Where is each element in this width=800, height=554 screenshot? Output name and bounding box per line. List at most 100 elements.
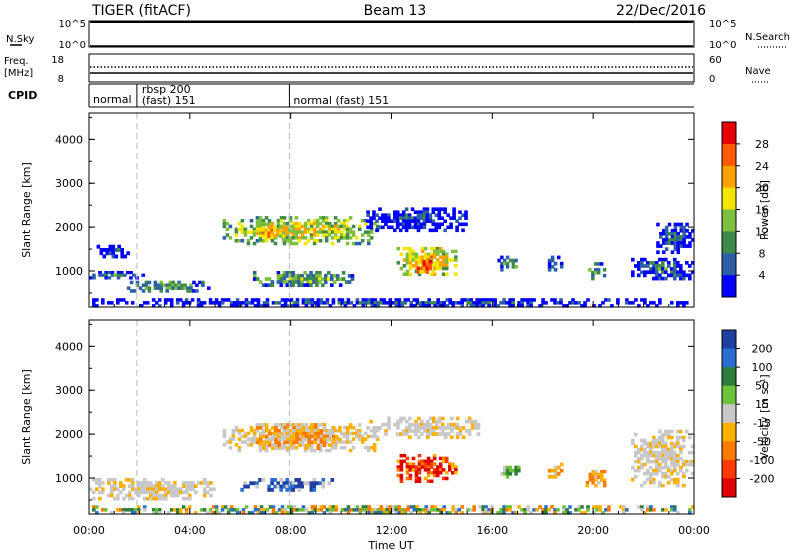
- echo-cell: [470, 419, 475, 424]
- echo-cell: [586, 508, 590, 512]
- echo-cell: [413, 210, 418, 214]
- echo-cell: [345, 236, 350, 240]
- echo-cell: [249, 426, 254, 430]
- echo-cell: [538, 505, 542, 509]
- echo-cell: [596, 271, 601, 275]
- echo-cell: [183, 286, 187, 290]
- echo-cell: [345, 227, 350, 232]
- echo-cell: [661, 264, 665, 268]
- echo-cell: [664, 450, 668, 455]
- echo-cell: [643, 438, 647, 443]
- echo-cell: [553, 474, 558, 479]
- echo-cell: [280, 505, 285, 509]
- echo-cell: [271, 511, 276, 515]
- echo-cell: [116, 298, 120, 302]
- echo-cell: [262, 429, 266, 433]
- echo-cell: [324, 428, 329, 433]
- echo-cell: [381, 422, 385, 427]
- echo-cell: [411, 468, 416, 472]
- echo-cell: [372, 221, 377, 226]
- echo-cell: [332, 440, 336, 445]
- echo-cell: [354, 236, 359, 240]
- echo-cell: [279, 280, 284, 284]
- echo-cell: [185, 490, 189, 495]
- echo-cell: [309, 443, 314, 447]
- echo-cell: [396, 261, 401, 265]
- echo-cell: [445, 511, 449, 515]
- echo-cell: [411, 422, 415, 427]
- echo-cell: [301, 431, 306, 436]
- echo-cell: [436, 298, 440, 302]
- echo-cell: [679, 468, 683, 473]
- echo-cell: [149, 487, 153, 492]
- echo-cell: [119, 298, 123, 302]
- echo-cell: [249, 443, 254, 447]
- echo-cell: [369, 434, 374, 439]
- echo-cell: [652, 301, 656, 305]
- echo-cell: [175, 301, 180, 305]
- echo-cell: [283, 301, 288, 305]
- echo-cell: [201, 280, 205, 285]
- echo-cell: [165, 289, 169, 293]
- echo-cell: [520, 508, 524, 512]
- echo-cell: [147, 286, 152, 290]
- echo-cell: [258, 437, 263, 442]
- echo-cell: [303, 221, 308, 226]
- echo-cell: [458, 222, 462, 227]
- echo-cell: [361, 304, 366, 308]
- echo-cell: [406, 505, 411, 509]
- echo-cell: [152, 496, 156, 501]
- echo-cell: [538, 304, 542, 308]
- echo-cell: [304, 508, 309, 512]
- echo-cell: [487, 304, 491, 308]
- echo-cell: [159, 280, 164, 285]
- echo-cell: [682, 225, 686, 230]
- echo-cell: [223, 298, 228, 302]
- echo-cell: [283, 511, 288, 515]
- echo-cell: [400, 304, 405, 308]
- echo-cell: [369, 222, 373, 227]
- echo-cell: [312, 487, 317, 492]
- echo-cell: [553, 301, 557, 305]
- echo-cell: [276, 431, 281, 436]
- echo-cell: [151, 508, 156, 512]
- echo-cell: [98, 478, 102, 482]
- echo-cell: [170, 484, 174, 488]
- echo-cell: [92, 301, 96, 305]
- echo-cell: [182, 490, 186, 495]
- echo-cell: [422, 222, 427, 227]
- echo-cell: [155, 487, 159, 492]
- echo-cell: [423, 465, 428, 469]
- echo-cell: [643, 270, 647, 275]
- echo-cell: [571, 301, 575, 305]
- echo-cell: [313, 437, 318, 442]
- echo-cell: [321, 277, 325, 281]
- echo-cell: [460, 505, 464, 509]
- echo-cell: [435, 264, 440, 268]
- echo-cell: [180, 283, 184, 287]
- echo-cell: [107, 271, 112, 275]
- echo-cell: [164, 490, 168, 495]
- echo-cell: [294, 446, 299, 450]
- echo-cell: [411, 264, 416, 268]
- echo-cell: [375, 426, 379, 430]
- echo-cell: [484, 508, 488, 512]
- echo-cell: [442, 301, 446, 305]
- echo-cell: [449, 422, 454, 427]
- echo-cell: [249, 440, 254, 444]
- echo-cell: [670, 447, 674, 452]
- echo-cell: [652, 264, 656, 268]
- echo-cell: [577, 301, 581, 305]
- echo-cell: [307, 429, 312, 433]
- echo-cell: [571, 298, 575, 302]
- echo-cell: [130, 511, 135, 515]
- echo-cell: [676, 477, 680, 482]
- echo-cell: [249, 481, 253, 486]
- echo-cell: [375, 228, 379, 233]
- echo-cell: [667, 222, 672, 227]
- echo-cell: [388, 505, 393, 509]
- echo-cell: [499, 508, 503, 512]
- echo-cell: [580, 505, 584, 509]
- echo-cell: [403, 508, 408, 512]
- echo-cell: [421, 301, 426, 305]
